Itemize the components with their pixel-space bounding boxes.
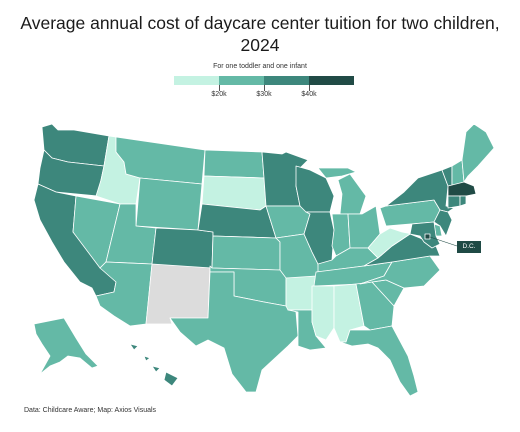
legend-label-20k: $20k [211,91,227,98]
legend-subtitle: For one toddler and one infant [213,63,307,70]
state-ak [33,317,99,375]
dc-label: D.C. [457,241,481,253]
source-note: Data: Childcare Aware; Map: Axios Visual… [24,407,157,414]
state-co [151,227,214,269]
legend-swatch-1 [174,76,219,85]
state-ct [447,195,461,209]
state-ri [459,195,467,207]
state-ny [385,169,455,213]
dc-leader-line [429,236,458,247]
state-ms [311,285,335,341]
state-dc [424,233,431,240]
state-nm [145,263,211,325]
legend-swatch-2 [219,76,264,85]
legend-label-30k: $30k [256,91,272,98]
legend: $20k $30k $40k [174,76,354,100]
map-title: Average annual cost of daycare center tu… [20,13,500,55]
legend-tick [264,85,265,91]
state-az [95,261,153,327]
state-wy [135,177,203,231]
legend-tick [219,85,220,91]
state-layer [33,123,495,397]
state-hi [129,343,179,387]
state-me [461,123,495,183]
us-choropleth-map [33,123,495,397]
legend-tick [309,85,310,91]
state-tx [169,271,299,393]
state-fl [339,325,419,397]
legend-swatch-3 [264,76,309,85]
legend-label-40k: $40k [301,91,317,98]
state-ks [211,235,281,271]
state-ar [285,275,317,311]
legend-swatch-4 [309,76,354,85]
state-nd [203,149,265,179]
